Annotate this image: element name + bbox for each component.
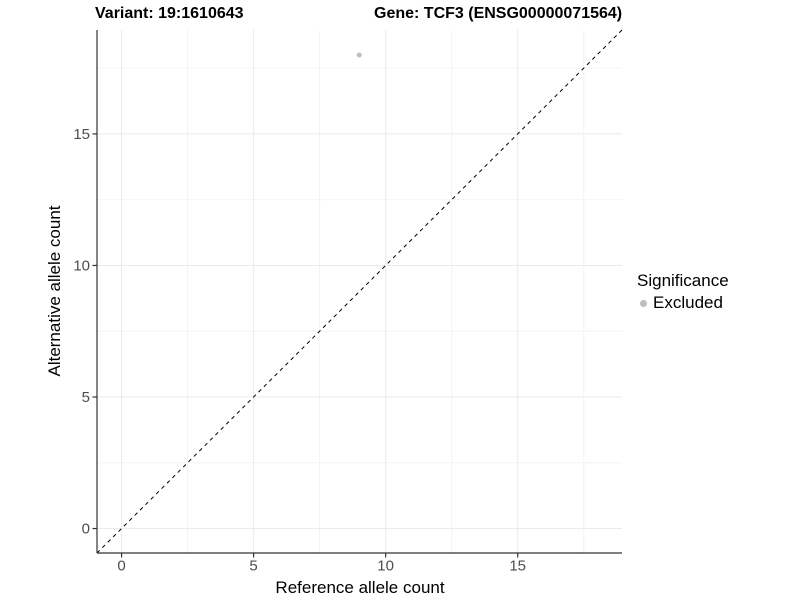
legend: Significance Excluded bbox=[637, 271, 729, 313]
x-tick-label: 5 bbox=[249, 558, 257, 575]
plot-title-variant: Variant: 19:1610643 bbox=[95, 5, 244, 22]
legend-item-excluded: Excluded bbox=[637, 293, 729, 313]
identity-line bbox=[96, 29, 623, 554]
y-tick-label: 0 bbox=[82, 521, 90, 538]
y-axis-title: Alternative allele count bbox=[45, 205, 64, 377]
legend-key-circle-icon bbox=[640, 299, 647, 307]
legend-title: Significance bbox=[637, 271, 729, 290]
legend-item-label: Excluded bbox=[653, 293, 723, 312]
x-tick-label: 10 bbox=[377, 558, 394, 575]
y-tick-label: 10 bbox=[73, 257, 90, 274]
data-point bbox=[356, 52, 362, 58]
x-tick-label: 0 bbox=[117, 558, 125, 575]
y-tick-label: 5 bbox=[82, 389, 90, 406]
plot-title-gene: Gene: TCF3 (ENSG00000071564) bbox=[374, 5, 623, 22]
y-tick-label: 15 bbox=[73, 126, 90, 143]
x-axis-title: Reference allele count bbox=[275, 578, 445, 597]
x-tick-label: 15 bbox=[509, 558, 526, 575]
